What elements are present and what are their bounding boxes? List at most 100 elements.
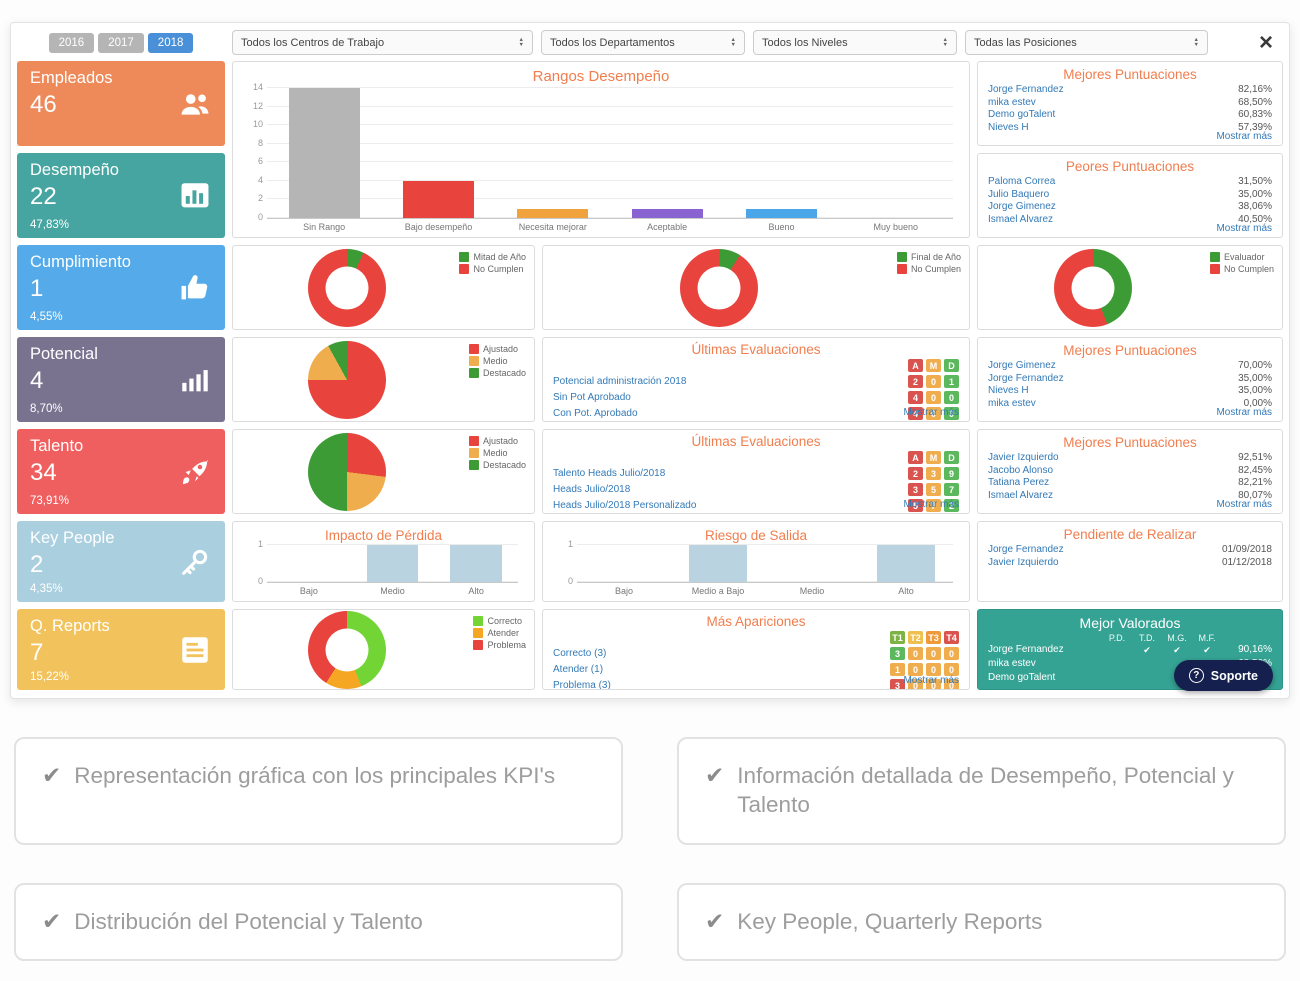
filter-select-3[interactable]: Todas las Posiciones ▲ ▼: [965, 30, 1208, 55]
legend-item: Destacado: [468, 460, 526, 470]
support-button[interactable]: ? Soporte: [1173, 660, 1273, 691]
feature-text: Información detallada de Desempeño, Pote…: [737, 763, 1234, 817]
panel-impacto-perdida: Impacto de Pérdida 0 1 Bajo Medio Alto: [232, 521, 535, 602]
donut-chart: [1054, 248, 1132, 327]
mostrar-mas-link[interactable]: Mostrar más: [1216, 499, 1272, 510]
kpi-card-key[interactable]: Key People 2 4,35%: [17, 521, 225, 602]
person-name[interactable]: Javier Izquierdo: [988, 452, 1059, 463]
score-value: 01/09/2018: [1221, 544, 1272, 555]
column-header-badge: T4: [944, 631, 959, 644]
person-name[interactable]: Jorge Fernandez: [988, 644, 1064, 655]
chart-legend: Evaluador No Cumplen: [1209, 252, 1274, 274]
list-item: Demo goTalent 60,83%: [988, 109, 1272, 122]
column-header-badge: T3: [926, 631, 941, 644]
person-name[interactable]: Paloma Correa: [988, 176, 1056, 187]
filter-select-1[interactable]: Todos los Departamentos ▲ ▼: [541, 30, 745, 55]
evaluation-name[interactable]: Correcto (3): [553, 648, 607, 659]
select-value: Todos los Departamentos: [550, 36, 675, 49]
panel-mejores-puntuaciones-desempeno: Mejores Puntuaciones Jorge Fernandez 82,1…: [977, 61, 1283, 146]
bars-row: [267, 545, 518, 582]
person-name[interactable]: Demo goTalent: [988, 109, 1056, 121]
legend-item: Problema: [473, 640, 526, 650]
panel-title: Mejores Puntuaciones: [1063, 343, 1197, 358]
person-name[interactable]: Nieves H: [988, 385, 1029, 397]
mostrar-mas-link[interactable]: Mostrar más: [1216, 407, 1272, 418]
kpi-value: 22: [30, 183, 57, 210]
value-badge: 4: [908, 391, 923, 404]
kpi-card-thumbs-up[interactable]: Cumplimiento 1 4,55%: [17, 245, 225, 330]
person-name[interactable]: mika estev: [988, 398, 1036, 410]
value-badge: 3: [890, 679, 905, 689]
bar-column: [671, 545, 765, 582]
panel-qreports-estado: Correcto Atender Problema: [232, 609, 535, 690]
person-name[interactable]: Demo goTalent: [988, 672, 1056, 683]
person-name[interactable]: Javier Izquierdo: [988, 556, 1059, 568]
value-badge: 0: [926, 663, 941, 676]
person-name[interactable]: mika estev: [988, 96, 1036, 108]
mostrar-mas-link[interactable]: Mostrar más: [903, 675, 959, 686]
kpi-card-rocket[interactable]: Talento 34 73,91%: [17, 429, 225, 514]
mostrar-mas-link[interactable]: Mostrar más: [903, 499, 959, 510]
evaluation-name[interactable]: Heads Julio/2018: [553, 484, 631, 495]
year-button-2018[interactable]: 2018: [147, 32, 194, 53]
filter-select-0[interactable]: Todos los Centros de Trabajo ▲ ▼: [232, 30, 533, 55]
person-name[interactable]: Jacobo Alonso: [988, 464, 1054, 476]
kpi-value: 34: [30, 459, 57, 486]
kpi-card-report[interactable]: Q. Reports 7 15,22%: [17, 609, 225, 690]
check-icon: ✔: [705, 907, 725, 934]
legend-label: No Cumplen: [1223, 264, 1274, 274]
evaluation-name[interactable]: Sin Pot Aprobado: [553, 392, 631, 403]
check-icon: ✔: [705, 762, 725, 788]
x-tick-label: Alto: [468, 586, 484, 596]
list-item: Jacobo Alonso 82,45%: [988, 465, 1272, 478]
donut-chart: [680, 248, 758, 327]
kpi-card-people[interactable]: Empleados 46: [17, 61, 225, 146]
mostrar-mas-link[interactable]: Mostrar más: [1216, 131, 1272, 142]
person-name[interactable]: Tatiana Perez: [988, 477, 1050, 489]
kpi-card-bar-chart[interactable]: Desempeño 22 47,83%: [17, 153, 225, 238]
person-name[interactable]: Ismael Alvarez: [988, 214, 1054, 226]
person-name[interactable]: Jorge Fernandez: [988, 544, 1064, 555]
evaluation-name[interactable]: Problema (3): [553, 680, 611, 690]
feature-list: ✔ Representación gráfica con los principa…: [14, 737, 1286, 962]
value-badge: 0: [926, 679, 941, 689]
kpi-title: Key People: [30, 529, 115, 547]
evaluation-name[interactable]: Heads Julio/2018 Personalizado: [553, 500, 697, 511]
value-badge: 0: [908, 663, 923, 676]
filter-select-2[interactable]: Todos los Niveles ▲ ▼: [753, 30, 957, 55]
kpi-card-signal[interactable]: Potencial 4 8,70%: [17, 337, 225, 422]
year-button-2017[interactable]: 2017: [98, 32, 144, 53]
year-button-2016[interactable]: 2016: [48, 32, 95, 53]
column-header-badge: T1: [890, 631, 905, 644]
kpi-value: 4: [30, 367, 44, 394]
person-name[interactable]: Jorge Fernandez: [988, 84, 1064, 95]
dashboard-grid: Rangos Desempeño 0 2 4 6 8 10 12 14 Sin Rango Bajo…: [17, 61, 1283, 690]
evaluation-name[interactable]: Con Pot. Aprobado: [553, 408, 638, 419]
bar-column: [381, 88, 495, 218]
legend-item: Evaluador: [1209, 252, 1274, 262]
score-value: 90,16%: [1238, 644, 1272, 655]
person-name[interactable]: Julio Baquero: [988, 188, 1050, 200]
evaluation-name[interactable]: Atender (1): [553, 664, 604, 675]
person-name[interactable]: Jorge Gimenez: [988, 201, 1056, 213]
person-name[interactable]: Jorge Gimenez: [988, 360, 1056, 371]
kpi-value: 2: [30, 551, 44, 578]
list-item: Nieves H 35,00%: [988, 385, 1272, 398]
mostrar-mas-link[interactable]: Mostrar más: [1216, 223, 1272, 234]
gridline: 14: [253, 82, 953, 92]
list-item: Javier Izquierdo 92,51%: [988, 452, 1272, 465]
donut-hole: [1071, 266, 1115, 309]
pending-list: Jorge Fernandez 01/09/2018 Javier Izquierd…: [978, 544, 1282, 569]
legend-label: Destacado: [482, 368, 526, 378]
list-item: mika estev 0,00%: [988, 398, 1272, 411]
y-tick-label: 4: [257, 174, 263, 185]
close-button[interactable]: ×: [1258, 28, 1273, 56]
gridline: 2: [258, 193, 953, 203]
person-name[interactable]: mika estev: [988, 658, 1036, 669]
person-name[interactable]: Jorge Fernandez: [988, 372, 1064, 384]
mostrar-mas-link[interactable]: Mostrar más: [903, 407, 959, 418]
evaluation-name[interactable]: Talento Heads Julio/2018: [553, 468, 666, 479]
evaluation-name[interactable]: Potencial administración 2018: [553, 376, 687, 387]
person-name[interactable]: Nieves H: [988, 122, 1029, 134]
person-name[interactable]: Ismael Alvarez: [988, 490, 1054, 502]
